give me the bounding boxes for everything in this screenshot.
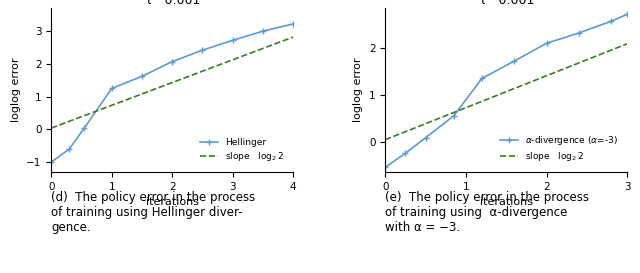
Hellinger xyxy=(168,60,176,63)
Hellinger xyxy=(47,161,55,164)
Title: τ   0.001: τ 0.001 xyxy=(145,0,200,7)
$\alpha$-divergence ($\alpha$=-3) xyxy=(422,136,429,140)
Text: (d)  The policy error in the process
of training using Hellinger diver-
gence.: (d) The policy error in the process of t… xyxy=(51,191,255,234)
$\alpha$-divergence ($\alpha$=-3) xyxy=(401,152,409,155)
Line: Hellinger: Hellinger xyxy=(48,20,297,166)
Hellinger xyxy=(65,147,73,151)
Legend: Hellinger, slope   $\log_2 2$: Hellinger, slope $\log_2 2$ xyxy=(196,134,289,167)
Legend: $\alpha$-divergence ($\alpha$=-3), slope   $\log_2 2$: $\alpha$-divergence ($\alpha$=-3), slope… xyxy=(495,130,623,167)
Y-axis label: loglog error: loglog error xyxy=(353,58,364,122)
$\alpha$-divergence ($\alpha$=-3) xyxy=(450,114,458,117)
X-axis label: iterations: iterations xyxy=(480,197,532,207)
$\alpha$-divergence ($\alpha$=-3) xyxy=(381,166,389,169)
$\alpha$-divergence ($\alpha$=-3) xyxy=(511,60,518,63)
$\alpha$-divergence ($\alpha$=-3) xyxy=(575,31,582,35)
$\alpha$-divergence ($\alpha$=-3) xyxy=(543,42,550,45)
$\alpha$-divergence ($\alpha$=-3) xyxy=(607,20,615,23)
Hellinger xyxy=(289,22,297,26)
Title: τ   0.001: τ 0.001 xyxy=(479,0,534,7)
Hellinger xyxy=(138,75,146,78)
$\alpha$-divergence ($\alpha$=-3) xyxy=(623,13,631,16)
Hellinger xyxy=(259,29,267,33)
Hellinger xyxy=(198,49,206,52)
Text: (e)  The policy error in the process
of training using  α-divergence
with α = −3: (e) The policy error in the process of t… xyxy=(385,191,589,234)
Line: $\alpha$-divergence ($\alpha$=-3): $\alpha$-divergence ($\alpha$=-3) xyxy=(381,11,630,171)
Hellinger xyxy=(108,87,116,90)
Hellinger xyxy=(81,126,88,129)
Y-axis label: loglog error: loglog error xyxy=(10,58,20,122)
X-axis label: iterations: iterations xyxy=(146,197,198,207)
Hellinger xyxy=(229,39,237,42)
$\alpha$-divergence ($\alpha$=-3) xyxy=(478,77,486,80)
